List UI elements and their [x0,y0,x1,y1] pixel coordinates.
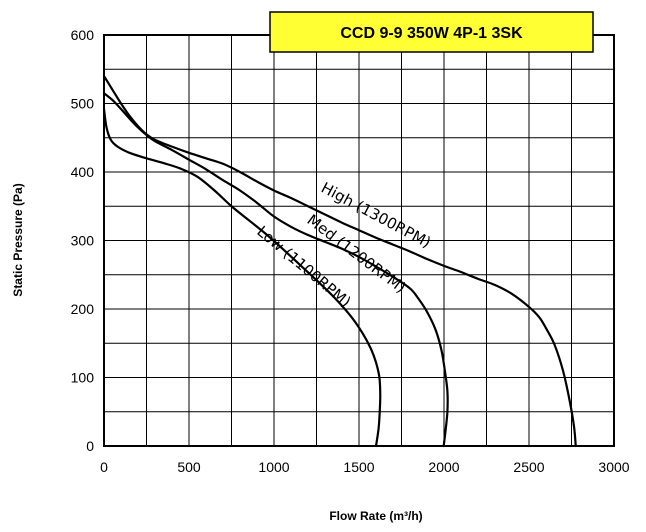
x-tick-label: 3000 [598,459,629,475]
x-axis-title: Flow Rate (m³/h) [329,509,422,523]
x-tick-label: 0 [100,459,108,475]
y-tick-label: 600 [71,27,95,43]
x-tick-labels: 0 500 1000 1500 2000 2500 3000 [100,459,630,475]
x-tick-label: 500 [177,459,201,475]
curve-low [104,109,380,446]
y-tick-label: 0 [86,438,94,454]
x-tick-label: 2500 [513,459,544,475]
y-tick-label: 400 [71,164,95,180]
y-axis-title: Static Pressure (Pa) [11,183,25,296]
chart-title: CCD 9-9 350W 4P-1 3SK [340,25,523,42]
y-tick-labels: 0 100 200 300 400 500 600 [71,27,95,454]
fan-curves [104,76,576,446]
curve-med [104,93,448,446]
curve-high [104,76,576,446]
x-tick-label: 2000 [428,459,459,475]
chart-title-box: CCD 9-9 350W 4P-1 3SK [270,12,593,52]
y-tick-label: 200 [71,301,95,317]
grid [104,35,614,446]
y-tick-label: 500 [71,96,95,112]
curve-labels: High (1300RPM)Med (1200RPM)Low (1100RPM) [253,179,433,311]
y-tick-label: 300 [71,233,95,249]
y-tick-label: 100 [71,370,95,386]
x-tick-label: 1500 [343,459,374,475]
x-tick-label: 1000 [258,459,289,475]
